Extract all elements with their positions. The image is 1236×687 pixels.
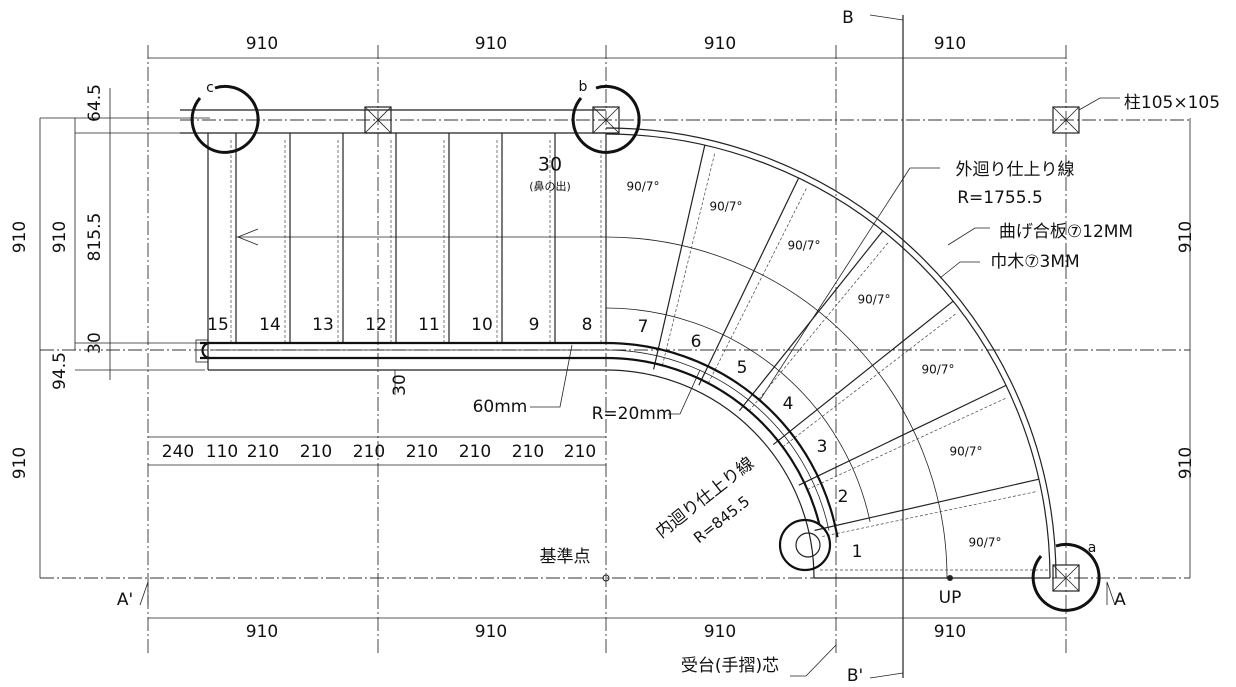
label: UP — [939, 588, 962, 608]
tread-number: 15 — [207, 315, 229, 335]
dimension: 910 — [934, 34, 966, 54]
label: B' — [847, 666, 863, 686]
winder-angle: 90/7° — [788, 239, 821, 253]
dimension: 910 — [475, 34, 507, 54]
leaders — [395, 98, 1120, 676]
tread-number: 1 — [852, 542, 863, 562]
tread-number: 12 — [365, 315, 387, 335]
dimension: 910 — [246, 34, 278, 54]
label: B — [842, 8, 854, 28]
dimension: 910 — [704, 34, 736, 54]
label: 受台(手摺)芯 — [681, 656, 779, 676]
tread-width: 210 — [512, 442, 544, 462]
winder-angle: 90/7° — [710, 200, 743, 214]
label: 30 — [538, 154, 562, 176]
tread-width: 210 — [247, 442, 279, 462]
tread-width: 210 — [300, 442, 332, 462]
volute — [780, 520, 830, 570]
winder-angle: 90/7° — [950, 445, 983, 459]
rail-end — [203, 343, 210, 358]
dimension: 910 — [10, 221, 30, 253]
label: b — [579, 79, 588, 95]
label: 柱105×105 — [1124, 93, 1220, 113]
volute — [796, 533, 820, 557]
dimension: 910 — [50, 221, 70, 253]
dimension: 910 — [1176, 221, 1196, 253]
dimension: 94.5 — [50, 352, 70, 390]
dimension: 815.5 — [85, 213, 105, 262]
dimension: 64.5 — [85, 84, 105, 122]
stair-plan: 910910910910910910910910910910815.564.53… — [0, 0, 1236, 687]
tread-width: 210 — [406, 442, 438, 462]
winder-angle: 90/7° — [627, 180, 660, 194]
dimension: 910 — [934, 622, 966, 642]
dimension: 910 — [704, 622, 736, 642]
label: 外迴り仕上り線 — [956, 160, 1075, 180]
dimension: 910 — [475, 622, 507, 642]
tread-number: 6 — [691, 332, 702, 352]
label: 60mm — [473, 397, 528, 417]
tread-number: 2 — [838, 487, 849, 507]
line — [783, 313, 957, 447]
tread-number: 13 — [312, 315, 334, 335]
label: 基準点 — [540, 547, 591, 567]
dimension: 910 — [1176, 447, 1196, 479]
dimension-lines — [40, 58, 1190, 618]
post-circle — [192, 86, 258, 152]
line — [749, 241, 889, 411]
up-point — [947, 575, 953, 581]
winder-angle: 90/7° — [858, 293, 891, 307]
label: a — [1088, 540, 1097, 556]
tread-width: 110 — [206, 442, 238, 462]
line — [708, 187, 807, 384]
tread-width: 240 — [162, 442, 194, 462]
tread-number: 11 — [418, 315, 440, 335]
tread-number: 8 — [582, 315, 593, 335]
tread-number: 9 — [529, 315, 540, 335]
tread-number: 7 — [638, 317, 649, 337]
tread-number: 4 — [783, 394, 794, 414]
label: R=1755.5 — [957, 188, 1043, 208]
winder-angle: 90/7° — [969, 536, 1002, 550]
label: R=20mm — [592, 404, 673, 424]
label: A — [1114, 590, 1126, 610]
label: 30 — [390, 374, 410, 396]
line — [662, 152, 715, 366]
dimension: 910 — [246, 622, 278, 642]
tread-number: 10 — [471, 315, 493, 335]
dimension: 910 — [10, 447, 30, 479]
label: 曲げ合板⑦12MM — [999, 222, 1133, 242]
winder-angle: 90/7° — [922, 363, 955, 377]
tread-number: 14 — [259, 315, 281, 335]
tread-width: 210 — [459, 442, 491, 462]
line — [822, 491, 1037, 536]
tread-width: 210 — [353, 442, 385, 462]
label: c — [206, 80, 214, 96]
tread-number: 5 — [737, 358, 748, 378]
tread-number: 3 — [817, 437, 828, 457]
label: (鼻の出) — [529, 179, 571, 193]
label: 巾木⑦3MM — [990, 252, 1079, 272]
line — [739, 231, 882, 411]
tread-width: 210 — [564, 442, 596, 462]
dimension: 30 — [85, 332, 105, 354]
label: A' — [117, 590, 133, 610]
